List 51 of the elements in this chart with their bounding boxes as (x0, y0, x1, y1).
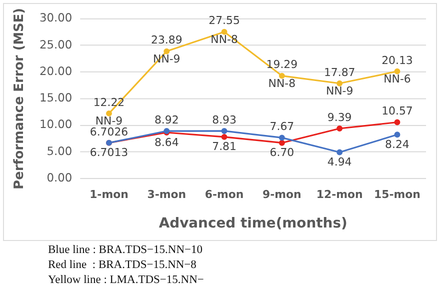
x-tick-label: 3-mon (147, 188, 186, 201)
point (278, 134, 285, 141)
y-tick-label: 20.00 (39, 64, 72, 78)
data-label: 6.7026 (90, 125, 128, 138)
point (394, 119, 400, 126)
data-label: 7.81 (212, 140, 236, 154)
point (336, 80, 343, 86)
data-label: 8.93 (212, 113, 237, 126)
point (221, 134, 228, 140)
point (106, 110, 112, 116)
text: Blue line : BRA.TDS−15.NN−10 (48, 244, 202, 256)
point (336, 126, 343, 132)
data-label: 17.87 (324, 66, 356, 79)
text: Red line : BRA.TDS−15.NN−8 (48, 259, 196, 271)
point (336, 149, 343, 156)
data-label: 9.39 (327, 110, 352, 124)
data-label: 27.55 (208, 14, 240, 28)
annotation: NN-9 (326, 84, 354, 98)
annotation: NN-9 (95, 114, 123, 128)
data-label: 20.13 (382, 54, 413, 67)
data-label: 19.29 (266, 58, 298, 72)
y-tick-label: 10.00 (39, 117, 72, 132)
point (394, 68, 400, 74)
annotation: NN-8 (268, 77, 296, 90)
data-label: 7.67 (270, 120, 294, 134)
x-tick-label: 1-mon (90, 188, 128, 201)
y-tick-label: 0.00 (46, 170, 72, 184)
y-tick-label: 30.00 (39, 10, 72, 25)
data-label: 4.94 (327, 155, 352, 168)
point (278, 72, 285, 79)
x-axis-title: Advanced time(months) (158, 215, 348, 232)
y-tick-label: 25.00 (39, 37, 72, 52)
point (278, 140, 285, 146)
x-tick-label: 15-mon (374, 188, 420, 201)
data-label: 8.24 (385, 138, 410, 151)
data-label: 8.92 (154, 113, 179, 126)
point (394, 132, 400, 138)
text: Yellow line : LMA.TDS−15.NN− (48, 274, 204, 286)
data-label: 6.70 (270, 146, 294, 160)
data-label: 23.89 (150, 34, 182, 47)
y-tick-label: 15.00 (39, 90, 72, 105)
x-tick-label: 6-mon (204, 188, 244, 201)
data-label: 8.64 (154, 136, 179, 149)
data-label: 10.57 (382, 104, 413, 118)
point (221, 128, 228, 134)
y-tick-label: 5.00 (46, 144, 72, 158)
x-tick-label: 9-mon (262, 188, 302, 201)
annotation: NN-6 (384, 72, 411, 86)
x-tick-label: 12-mon (316, 188, 363, 201)
data-label: 6.7013 (90, 146, 128, 160)
y-axis-title: Performance Error (MSE) (12, 8, 28, 190)
